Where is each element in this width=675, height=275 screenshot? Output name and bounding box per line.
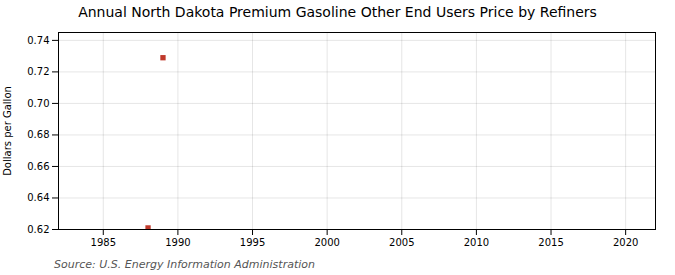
svg-text:1990: 1990 [165,237,190,248]
svg-text:2020: 2020 [613,237,638,248]
svg-text:0.62: 0.62 [27,224,49,235]
svg-text:1995: 1995 [240,237,265,248]
html-text:Source: U.S. Energy Informatio: Source: U.S. Energy Information Administ… [54,258,315,271]
svg-text:0.74: 0.74 [27,35,49,46]
svg-text:1985: 1985 [91,237,116,248]
svg-text:0.64: 0.64 [27,192,49,203]
svg-text:2010: 2010 [464,237,489,248]
svg-text:2005: 2005 [389,237,414,248]
html-text:Annual North Dakota Premium Ga: Annual North Dakota Premium Gasoline Oth… [78,4,597,20]
svg-text:Dollars per Gallon: Dollars per Gallon [2,86,13,176]
svg-text:2015: 2015 [538,237,563,248]
svg-text:0.72: 0.72 [27,66,49,77]
svg-text:0.70: 0.70 [27,98,49,109]
svg-text:0.68: 0.68 [27,129,49,140]
svg-text:2000: 2000 [314,237,339,248]
svg-text:0.66: 0.66 [27,161,49,172]
